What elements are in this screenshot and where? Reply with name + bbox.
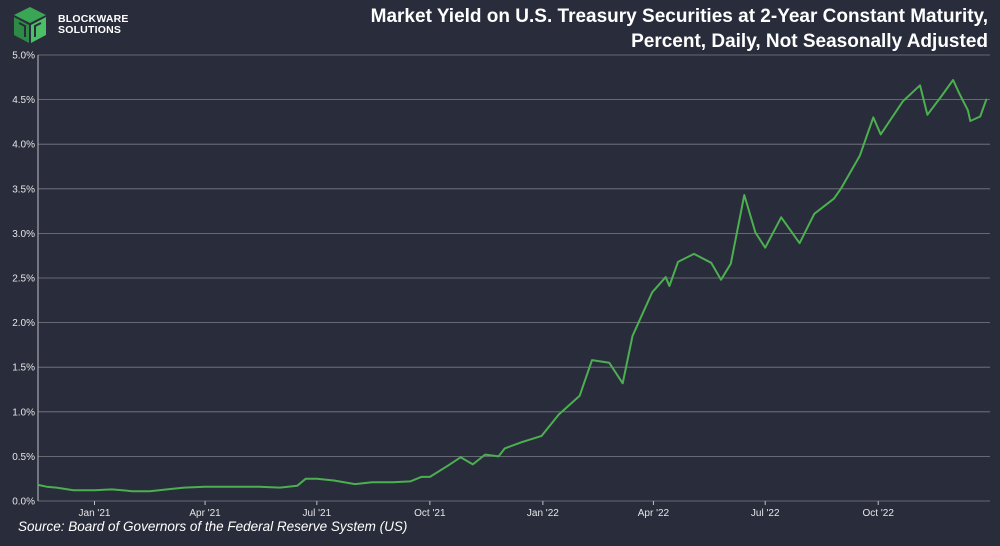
- yield-series-line: [37, 79, 988, 493]
- brand-line1: BLOCKWARE: [58, 13, 129, 25]
- chart-title: Market Yield on U.S. Treasury Securities…: [288, 4, 988, 54]
- y-tick-label: 3.0%: [12, 229, 35, 240]
- chart-title-line2: Percent, Daily, Not Seasonally Adjusted: [631, 31, 988, 52]
- gridlines: [38, 54, 990, 502]
- x-tick-label: Apr '21: [189, 508, 221, 519]
- y-tick-label: 5.0%: [12, 51, 35, 62]
- y-tick-label: 4.0%: [12, 140, 35, 151]
- x-tick-label: Jul '22: [751, 508, 780, 519]
- y-tick-label: 4.5%: [12, 95, 35, 106]
- y-tick-label: 3.5%: [12, 184, 35, 195]
- blockware-cube-icon: [14, 7, 46, 43]
- y-tick-label: 2.5%: [12, 274, 35, 285]
- y-tick-label: 0.0%: [12, 497, 35, 508]
- blockware-logo: BLOCKWARE SOLUTIONS: [10, 5, 140, 47]
- y-tick-label: 0.5%: [12, 452, 35, 463]
- y-axis: 0.0% 0.5% 1.0% 1.5% 2.0% 2.5% 3.0% 3.5% 4.0% 4.5%…: [12, 51, 39, 508]
- y-tick-label: 1.0%: [12, 407, 35, 418]
- brand-line2: SOLUTIONS: [58, 24, 122, 36]
- series-layer: [37, 79, 988, 493]
- x-tick-label: Oct '21: [414, 508, 446, 519]
- brand-name: BLOCKWARE SOLUTIONS: [58, 14, 129, 36]
- y-tick-label: 1.5%: [12, 363, 35, 374]
- x-tick-label: Jan '21: [79, 508, 111, 519]
- source-note: Source: Board of Governors of the Federa…: [18, 519, 408, 534]
- x-tick-label: Oct '22: [863, 508, 895, 519]
- x-tick-label: Apr '22: [638, 508, 670, 519]
- chart-title-line1: Market Yield on U.S. Treasury Securities…: [370, 6, 988, 27]
- x-tick-label: Jan '22: [527, 508, 559, 519]
- y-tick-label: 2.0%: [12, 318, 35, 329]
- x-axis: Jan '21 Apr '21 Jul '21 Oct '21 Jan '22 Apr '…: [79, 501, 895, 519]
- x-tick-label: Jul '21: [303, 508, 332, 519]
